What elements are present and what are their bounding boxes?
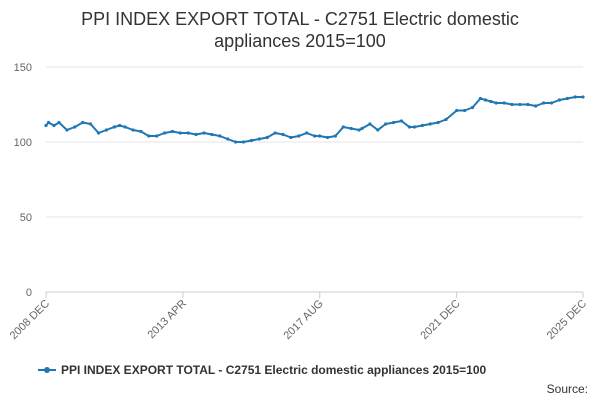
legend-label: PPI INDEX EXPORT TOTAL - C2751 Electric … [61,363,487,377]
data-point-55 [455,108,459,113]
data-point-31 [273,131,277,135]
data-point-47 [392,120,396,125]
data-point-50 [412,125,416,129]
y-tick-label-0: 0 [26,287,32,299]
data-point-28 [249,138,253,143]
data-point-8 [96,131,101,135]
data-point-20 [186,131,190,135]
data-point-38 [325,135,330,140]
data-point-17 [163,131,167,135]
data-point-26 [234,140,238,144]
data-point-45 [376,128,380,132]
grid-layer [46,66,583,218]
data-point-67 [542,101,546,105]
series-layer [44,95,585,144]
data-point-1 [47,120,51,125]
data-point-46 [384,122,388,126]
data-point-27 [241,140,246,144]
data-point-34 [297,134,301,138]
data-point-48 [399,119,404,123]
x-tick-label-0: 2008 DEC [8,298,52,342]
data-point-3 [57,120,61,125]
data-point-36 [313,134,317,138]
data-point-44 [368,122,372,126]
data-point-65 [526,102,530,107]
data-point-53 [436,120,440,125]
y-tick-label-150: 150 [14,62,32,74]
data-point-43 [360,126,364,131]
chart-title: PPI INDEX EXPORT TOTAL - C2751 Electric … [0,8,600,52]
data-point-61 [494,101,498,105]
data-point-4 [65,128,69,132]
data-point-59 [483,98,488,102]
data-point-7 [89,122,93,126]
data-point-5 [73,125,77,129]
data-point-18 [170,129,174,134]
data-point-33 [289,135,293,140]
data-point-68 [549,101,554,105]
data-point-0 [44,123,48,128]
data-point-62 [502,101,506,105]
data-point-69 [557,98,562,102]
data-point-13 [131,128,135,132]
data-point-63 [510,102,514,107]
legend-series-marker [38,365,56,375]
data-point-42 [357,128,361,132]
data-point-29 [257,137,261,141]
data-point-70 [565,96,569,101]
data-point-6 [81,120,85,125]
data-point-58 [478,96,482,101]
data-point-60 [489,99,493,104]
data-point-22 [202,131,206,135]
data-point-15 [147,134,151,138]
data-point-25 [226,137,230,141]
data-point-64 [518,102,522,107]
data-point-11 [118,123,122,128]
data-point-10 [112,125,116,129]
data-point-66 [534,104,538,108]
data-point-37 [318,134,322,138]
data-point-56 [463,108,467,113]
data-point-21 [194,132,198,137]
data-point-71 [573,95,577,99]
legend[interactable]: PPI INDEX EXPORT TOTAL - C2751 Electric … [38,363,486,377]
data-point-72 [581,95,585,99]
x-tick-label-3: 2021 DEC [418,298,462,342]
data-point-19 [178,131,182,135]
data-point-51 [420,123,424,128]
data-point-39 [333,134,337,138]
axis-layer: 0 50 100 150 2008 DEC 2013 APR 2017 AUG 2021 DE… [8,62,589,342]
data-point-57 [470,105,475,110]
x-tick-label-4: 2025 DEC [545,298,589,342]
y-tick-label-100: 100 [14,137,32,149]
data-point-41 [349,126,353,131]
data-point-52 [428,122,432,126]
data-point-49 [407,125,411,129]
data-point-9 [104,128,108,132]
source-label: Source: [546,382,588,396]
chart-title-line-1: PPI INDEX EXPORT TOTAL - C2751 Electric … [81,9,519,29]
data-point-2 [52,123,56,128]
data-point-14 [139,129,143,134]
data-point-32 [281,132,285,137]
data-point-23 [210,132,214,137]
data-point-35 [305,131,309,135]
data-point-16 [155,134,159,138]
y-tick-label-50: 50 [20,212,32,224]
data-point-30 [265,135,269,140]
data-point-12 [123,125,127,129]
data-point-24 [218,134,222,138]
data-point-54 [444,117,448,122]
x-tick-label-1: 2013 APR [145,298,189,342]
chart-title-line-2: appliances 2015=100 [214,31,386,51]
data-point-40 [341,125,345,129]
x-tick-label-2: 2017 AUG [281,298,325,342]
